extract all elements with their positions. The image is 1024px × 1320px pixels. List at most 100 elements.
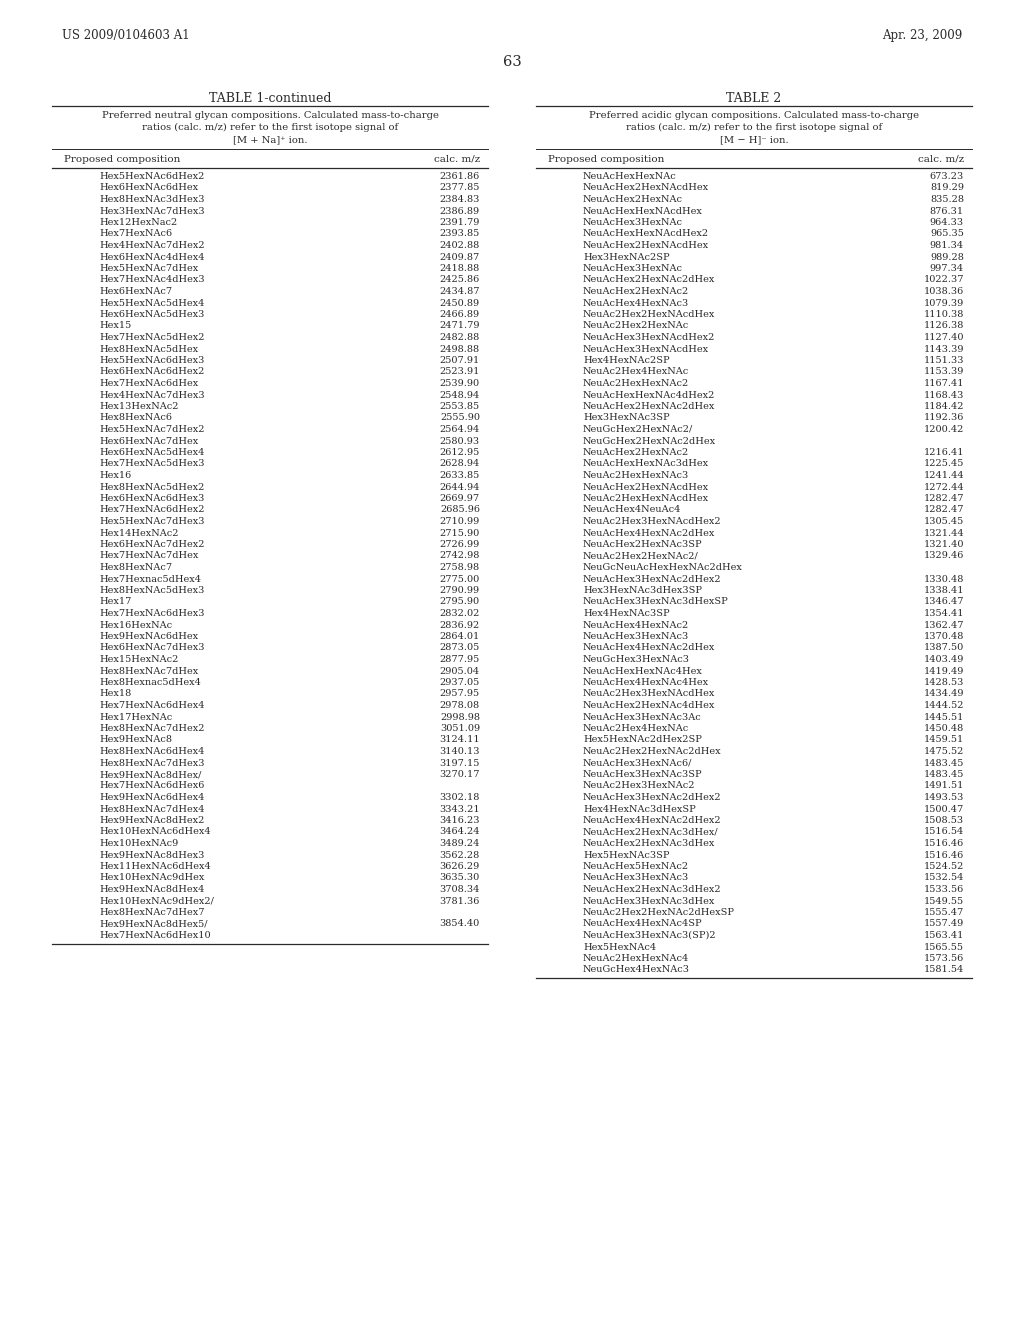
Text: Hex5HexNAc2dHex2SP: Hex5HexNAc2dHex2SP [583,735,701,744]
Text: 1573.56: 1573.56 [924,954,964,964]
Text: 2877.95: 2877.95 [439,655,480,664]
Text: NeuAc2Hex3HexNAcdHex2: NeuAc2Hex3HexNAcdHex2 [583,517,722,525]
Text: NeuAc2Hex2HexNAcdHex: NeuAc2Hex2HexNAcdHex [583,310,716,319]
Text: Hex10HexNAc9dHex2/: Hex10HexNAc9dHex2/ [99,896,214,906]
Text: 3626.29: 3626.29 [439,862,480,871]
Text: 1282.47: 1282.47 [924,506,964,515]
Text: NeuAcHex3HexNAc: NeuAcHex3HexNAc [583,218,683,227]
Text: NeuAcHex3HexNAc6/: NeuAcHex3HexNAc6/ [583,759,692,767]
Text: NeuAcHex4HexNAc2dHex: NeuAcHex4HexNAc2dHex [583,644,716,652]
Text: NeuAc2Hex2HexNAc2dHex: NeuAc2Hex2HexNAc2dHex [583,747,722,756]
Text: 2795.90: 2795.90 [440,598,480,606]
Text: NeuAc2Hex3HexNAcdHex: NeuAc2Hex3HexNAcdHex [583,689,716,698]
Text: 1079.39: 1079.39 [924,298,964,308]
Text: 2775.00: 2775.00 [439,574,480,583]
Text: Preferred acidic glycan compositions. Calculated mass-to-charge
ratios (calc. m/: Preferred acidic glycan compositions. Ca… [589,111,920,144]
Text: 2386.89: 2386.89 [440,206,480,215]
Text: Hex5HexNAc3SP: Hex5HexNAc3SP [583,850,670,859]
Text: 989.28: 989.28 [930,252,964,261]
Text: Hex7HexNAc6dHex4: Hex7HexNAc6dHex4 [99,701,205,710]
Text: 1321.44: 1321.44 [924,528,964,537]
Text: 3708.34: 3708.34 [439,884,480,894]
Text: 1475.52: 1475.52 [924,747,964,756]
Text: 1038.36: 1038.36 [924,286,964,296]
Text: NeuAcHex4HexNAc2dHex: NeuAcHex4HexNAc2dHex [583,528,716,537]
Text: 2564.94: 2564.94 [439,425,480,434]
Text: Hex6HexNAc6dHex: Hex6HexNAc6dHex [99,183,198,193]
Text: 3854.40: 3854.40 [439,920,480,928]
Text: 965.35: 965.35 [930,230,964,239]
Text: Hex4HexNAc7dHex2: Hex4HexNAc7dHex2 [99,242,205,249]
Text: Hex8HexNAc5dHex3: Hex8HexNAc5dHex3 [99,586,205,595]
Text: 2553.85: 2553.85 [440,403,480,411]
Text: 3635.30: 3635.30 [439,874,480,883]
Text: NeuGcHex3HexNAc3: NeuGcHex3HexNAc3 [583,655,690,664]
Text: 1338.41: 1338.41 [924,586,964,595]
Text: 2998.98: 2998.98 [440,713,480,722]
Text: 2710.99: 2710.99 [439,517,480,525]
Text: 1555.47: 1555.47 [924,908,964,917]
Text: NeuAc2Hex4HexNAc: NeuAc2Hex4HexNAc [583,723,689,733]
Text: Hex7HexNAc6dHex6: Hex7HexNAc6dHex6 [99,781,205,791]
Text: 1491.51: 1491.51 [924,781,964,791]
Text: 1444.52: 1444.52 [924,701,964,710]
Text: 2482.88: 2482.88 [439,333,480,342]
Text: Hex14HexNAc2: Hex14HexNAc2 [99,528,178,537]
Text: 1168.43: 1168.43 [924,391,964,400]
Text: 2633.85: 2633.85 [439,471,480,480]
Text: NeuAcHex4HexNAc4SP: NeuAcHex4HexNAc4SP [583,920,702,928]
Text: NeuAc2Hex4HexNAc: NeuAc2Hex4HexNAc [583,367,689,376]
Text: Hex6HexNAc4dHex4: Hex6HexNAc4dHex4 [99,252,205,261]
Text: Hex6HexNAc7dHex3: Hex6HexNAc7dHex3 [99,644,205,652]
Text: 1508.53: 1508.53 [924,816,964,825]
Text: 981.34: 981.34 [930,242,964,249]
Text: Hex4HexNAc2SP: Hex4HexNAc2SP [583,356,670,366]
Text: NeuAcHex3HexNAc3dHex: NeuAcHex3HexNAc3dHex [583,896,716,906]
Text: 673.23: 673.23 [930,172,964,181]
Text: NeuAcHex4HexNAc2: NeuAcHex4HexNAc2 [583,620,689,630]
Text: 2873.05: 2873.05 [439,644,480,652]
Text: NeuAcHex3HexNAc2dHex2: NeuAcHex3HexNAc2dHex2 [583,574,722,583]
Text: 2555.90: 2555.90 [440,413,480,422]
Text: TABLE 1-continued: TABLE 1-continued [209,92,331,106]
Text: 835.28: 835.28 [930,195,964,205]
Text: NeuAcHex2HexNAc2dHex: NeuAcHex2HexNAc2dHex [583,403,716,411]
Text: NeuAcHex3HexNAc3(SP)2: NeuAcHex3HexNAc3(SP)2 [583,931,717,940]
Text: Hex10HexNAc9: Hex10HexNAc9 [99,840,178,847]
Text: 2361.86: 2361.86 [439,172,480,181]
Text: 2418.88: 2418.88 [439,264,480,273]
Text: Hex15: Hex15 [99,322,131,330]
Text: Hex4HexNAc3dHexSP: Hex4HexNAc3dHexSP [583,804,695,813]
Text: Hex7HexNAc6dHex10: Hex7HexNAc6dHex10 [99,931,211,940]
Text: NeuAcHex5HexNAc2: NeuAcHex5HexNAc2 [583,862,689,871]
Text: Hex7HexNAc6dHex3: Hex7HexNAc6dHex3 [99,609,205,618]
Text: 1500.47: 1500.47 [924,804,964,813]
Text: NeuAcHex3HexNAc3: NeuAcHex3HexNAc3 [583,632,689,642]
Text: 3562.28: 3562.28 [439,850,480,859]
Text: Hex6HexNAc5dHex4: Hex6HexNAc5dHex4 [99,447,205,457]
Text: NeuAcHex4NeuAc4: NeuAcHex4NeuAc4 [583,506,681,515]
Text: NeuAc2HexHexNAc2: NeuAc2HexHexNAc2 [583,379,689,388]
Text: NeuAcHex3HexNAcdHex: NeuAcHex3HexNAcdHex [583,345,710,354]
Text: 2644.94: 2644.94 [439,483,480,491]
Text: 3489.24: 3489.24 [439,840,480,847]
Text: 1387.50: 1387.50 [924,644,964,652]
Text: 2612.95: 2612.95 [439,447,480,457]
Text: 1516.46: 1516.46 [924,850,964,859]
Text: NeuAcHexHexNAc4Hex: NeuAcHexHexNAc4Hex [583,667,702,676]
Text: NeuAcHex4HexNAc4Hex: NeuAcHex4HexNAc4Hex [583,678,710,686]
Text: 3124.11: 3124.11 [439,735,480,744]
Text: 1127.40: 1127.40 [924,333,964,342]
Text: 1216.41: 1216.41 [924,447,964,457]
Text: 1483.45: 1483.45 [924,759,964,767]
Text: 2937.05: 2937.05 [439,678,480,686]
Text: 2402.88: 2402.88 [439,242,480,249]
Text: 2471.79: 2471.79 [439,322,480,330]
Text: 2391.79: 2391.79 [439,218,480,227]
Text: Hex9HexNAc8dHex4: Hex9HexNAc8dHex4 [99,884,205,894]
Text: Hex4HexNAc3SP: Hex4HexNAc3SP [583,609,670,618]
Text: 1110.38: 1110.38 [924,310,964,319]
Text: Hex5HexNAc7dHex: Hex5HexNAc7dHex [99,264,199,273]
Text: 1483.45: 1483.45 [924,770,964,779]
Text: Hex9HexNAc6dHex4: Hex9HexNAc6dHex4 [99,793,205,803]
